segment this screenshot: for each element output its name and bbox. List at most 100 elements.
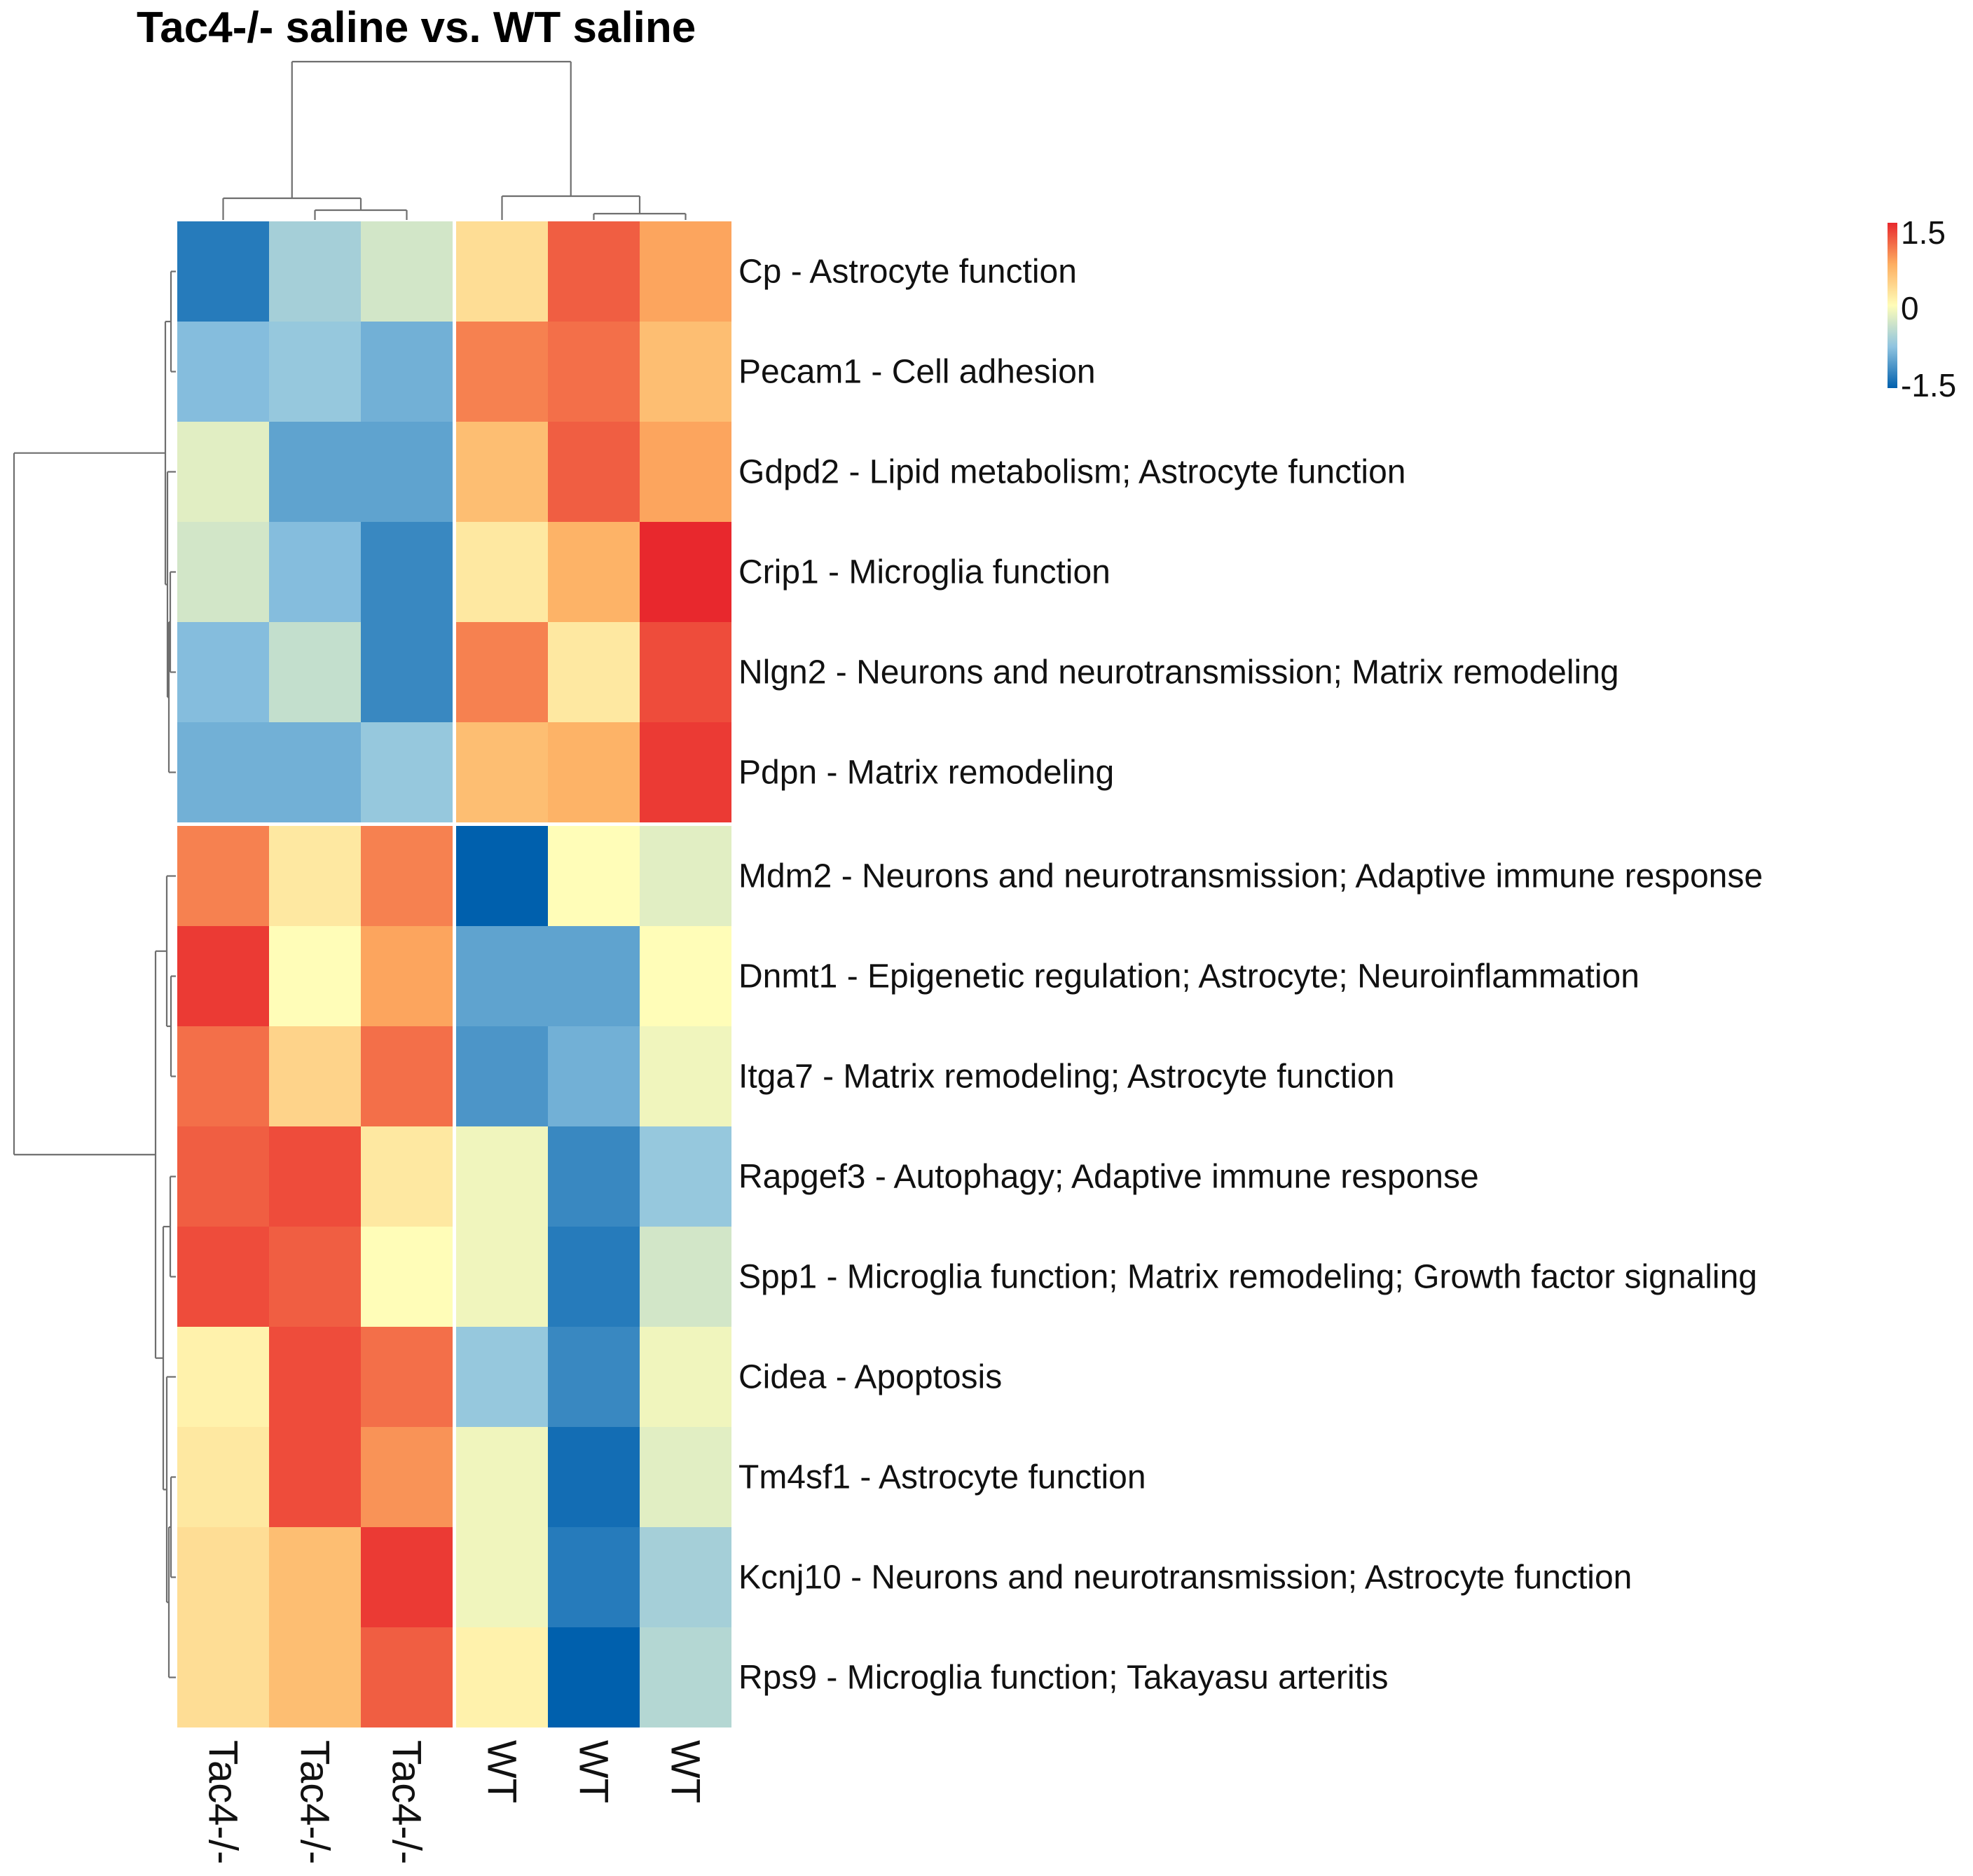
heatmap-cell	[548, 221, 640, 322]
column-label: WT	[663, 1740, 708, 1803]
heatmap-cell	[640, 1227, 731, 1327]
heatmap-cell	[456, 1427, 548, 1527]
heatmap-cell	[177, 1627, 269, 1727]
row-label: Crip1 - Microglia function	[738, 554, 1111, 591]
heatmap-cell	[177, 622, 269, 722]
heatmap-cell	[361, 1227, 453, 1327]
heatmap-cell	[548, 1126, 640, 1227]
heatmap-cell	[456, 1126, 548, 1227]
heatmap-cell	[456, 422, 548, 522]
row-labels: Cp - Astrocyte function Pecam1 - Cell adh…	[738, 254, 1763, 1697]
heatmap-cell	[548, 422, 640, 522]
heatmap-cell	[361, 826, 453, 926]
heatmap-cell	[269, 1527, 361, 1627]
row-label: Dnmt1 - Epigenetic regulation; Astrocyte…	[738, 958, 1639, 995]
heatmap-cell	[456, 1327, 548, 1427]
heatmap-cell	[456, 322, 548, 422]
heatmap-cell	[456, 522, 548, 622]
heatmap-cell	[361, 1427, 453, 1527]
heatmap-cell	[177, 1527, 269, 1627]
heatmap-cell	[177, 926, 269, 1026]
row-label: Mdm2 - Neurons and neurotransmission; Ad…	[738, 858, 1763, 895]
heatmap-cell	[640, 1527, 731, 1627]
heatmap-cell	[640, 926, 731, 1026]
row-label: Cp - Astrocyte function	[738, 254, 1077, 291]
heatmap-cell	[361, 722, 453, 822]
heatmap-cell	[548, 522, 640, 622]
heatmap-cell	[177, 1427, 269, 1527]
heatmap-cell	[548, 1227, 640, 1327]
heatmap-cell	[361, 1026, 453, 1126]
heatmap-cell	[548, 722, 640, 822]
heatmap-cell	[269, 422, 361, 522]
chart-title: Tac4-/- saline vs. WT saline	[137, 4, 696, 52]
heatmap-cell	[361, 221, 453, 322]
legend-tick-min: -1.5	[1901, 367, 1956, 404]
column-label: WT	[571, 1740, 617, 1803]
heatmap-cell	[640, 1026, 731, 1126]
column-labels: Tac4-/- Tac4-/- Tac4-/- WT WT WT	[200, 1740, 708, 1864]
heatmap-cell	[548, 1627, 640, 1727]
row-label: Cidea - Apoptosis	[738, 1359, 1002, 1396]
heatmap-cell	[456, 826, 548, 926]
heatmap-cell	[269, 722, 361, 822]
color-legend: 1.5 0 -1.5	[1888, 214, 1956, 404]
heatmap-cell	[269, 926, 361, 1026]
heatmap-cell	[548, 1026, 640, 1126]
heatmap-cell	[640, 1427, 731, 1527]
heatmap-cell	[269, 1227, 361, 1327]
heatmap-cell	[361, 522, 453, 622]
heatmap-cell	[361, 622, 453, 722]
row-label: Gdpd2 - Lipid metabolism; Astrocyte func…	[738, 454, 1405, 491]
heatmap-cell	[548, 1427, 640, 1527]
heatmap-cell	[548, 1327, 640, 1427]
heatmap-cell	[640, 221, 731, 322]
heatmap-cell	[177, 1026, 269, 1126]
row-label: Itga7 - Matrix remodeling; Astrocyte fun…	[738, 1058, 1394, 1096]
row-label: Rps9 - Microglia function; Takayasu arte…	[738, 1660, 1389, 1697]
row-label: Pecam1 - Cell adhesion	[738, 354, 1096, 391]
heatmap-cell	[269, 221, 361, 322]
heatmap-cell	[361, 1327, 453, 1427]
legend-color-bar	[1888, 223, 1897, 388]
heatmap-cell	[269, 322, 361, 422]
heatmap-cell	[640, 322, 731, 422]
row-label: Rapgef3 - Autophagy; Adaptive immune res…	[738, 1159, 1479, 1196]
row-label: Pdpn - Matrix remodeling	[738, 754, 1114, 792]
heatmap-cell	[177, 826, 269, 926]
column-label: Tac4-/-	[384, 1740, 429, 1864]
heatmap-cell	[361, 1527, 453, 1627]
heatmap-cell	[177, 322, 269, 422]
heatmap-cell	[269, 1126, 361, 1227]
heatmap-cell	[640, 826, 731, 926]
heatmap-cell	[269, 622, 361, 722]
heatmap-cell	[548, 322, 640, 422]
heatmap-cell	[640, 622, 731, 722]
legend-tick-mid: 0	[1901, 290, 1919, 326]
heatmap-cells	[177, 221, 731, 1727]
heatmap-cell	[456, 622, 548, 722]
heatmap-cell	[269, 1427, 361, 1527]
heatmap-cell	[177, 1227, 269, 1327]
heatmap-cell	[269, 1026, 361, 1126]
heatmap-cell	[456, 221, 548, 322]
heatmap-cell	[269, 522, 361, 622]
heatmap-cell	[640, 422, 731, 522]
heatmap-cell	[456, 1527, 548, 1627]
heatmap-cell	[456, 926, 548, 1026]
heatmap-cell	[640, 722, 731, 822]
legend-tick-max: 1.5	[1901, 214, 1946, 251]
column-label: Tac4-/-	[200, 1740, 246, 1864]
heatmap-cell	[548, 1527, 640, 1627]
heatmap-cell	[640, 1327, 731, 1427]
heatmap-cell	[177, 522, 269, 622]
heatmap-cell	[548, 926, 640, 1026]
heatmap-cell	[456, 1227, 548, 1327]
heatmap-cell	[456, 1026, 548, 1126]
heatmap-cell	[361, 926, 453, 1026]
heatmap-cell	[177, 422, 269, 522]
heatmap-cell	[361, 1126, 453, 1227]
heatmap-cell	[177, 221, 269, 322]
heatmap-cell	[361, 422, 453, 522]
heatmap-cell	[548, 826, 640, 926]
